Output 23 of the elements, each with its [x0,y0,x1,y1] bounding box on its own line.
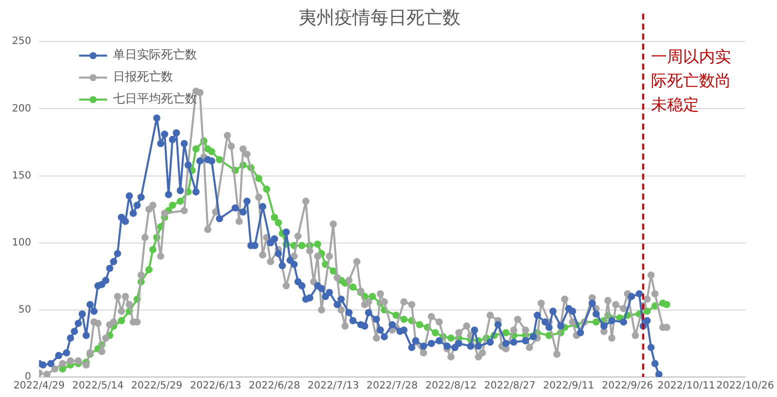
y-tick-label: 250 [12,36,32,48]
legend-label: 日报死亡数 [113,70,174,84]
x-tick-label: 2022/6/28 [248,380,300,392]
x-tick-label: 2022/10/26 [716,380,774,392]
y-tick-label: 200 [12,103,32,114]
y-tick-label: 50 [18,304,32,316]
x-tick-label: 2022/7/13 [308,380,359,392]
y-tick-label: 100 [12,237,32,248]
legend-label: 七日平均死亡数 [113,92,198,106]
y-tick-label: 150 [12,170,32,182]
x-tick-label: 2022/8/12 [425,380,477,392]
legend-label: 单日实际死亡数 [113,48,198,62]
x-tick-label: 2022/10/11 [658,380,716,392]
chart-title: 夷州疫情每日死亡数 [298,7,460,28]
ref-line-label: 一周以内实际死亡数尚未稳定 [651,46,732,114]
x-tick-label: 2022/5/29 [131,380,182,392]
x-tick-label: 2022/5/14 [72,380,124,392]
x-tick-label: 2022/9/11 [543,380,594,392]
x-tick-label: 2022/7/28 [366,380,418,392]
x-tick-label: 2022/8/27 [484,380,536,392]
x-tick-label: 2022/6/13 [190,380,242,392]
x-tick-label: 2022/9/26 [602,380,654,392]
x-tick-label: 2022/4/29 [13,380,65,392]
